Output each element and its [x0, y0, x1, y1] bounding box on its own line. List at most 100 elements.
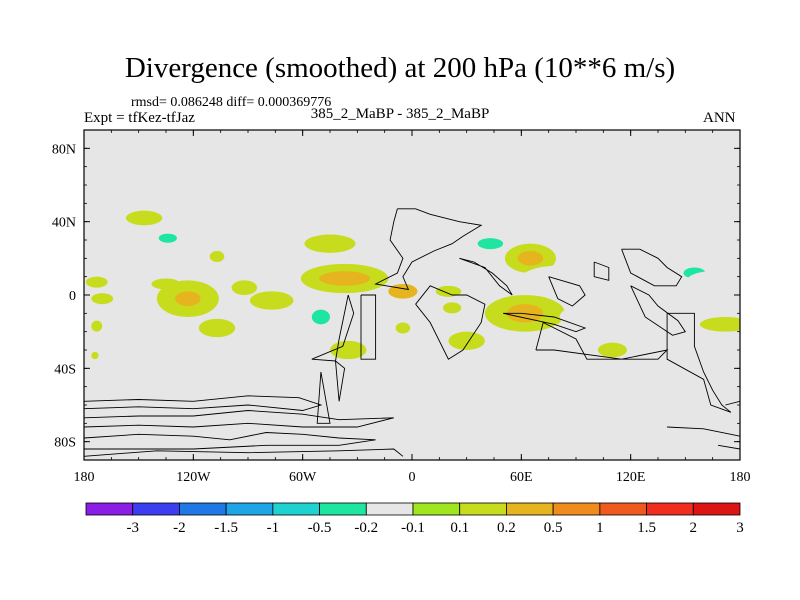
colorbar-swatch	[132, 502, 180, 516]
divergence-region	[249, 291, 294, 310]
x-tick-label: 120E	[616, 470, 646, 485]
colorbar-label: -1.5	[214, 520, 238, 536]
coastline	[667, 426, 740, 437]
divergence-region	[559, 302, 640, 332]
coastline	[335, 360, 346, 402]
coastline	[718, 444, 740, 450]
divergence-region	[517, 265, 598, 299]
divergence-region	[699, 317, 740, 332]
divergence-region	[435, 285, 462, 297]
contour-fill-layer	[85, 210, 740, 367]
colorbar-label: 1	[596, 520, 604, 536]
x-tick-label: 180	[730, 470, 751, 485]
colorbar-swatch	[692, 502, 741, 516]
colorbar-swatch	[319, 502, 367, 516]
divergence-region	[477, 238, 504, 250]
divergence-region	[226, 337, 270, 367]
stats-label: rmsd= 0.086248 diff= 0.000369776	[131, 95, 332, 110]
divergence-region	[395, 322, 411, 334]
coastline	[84, 448, 404, 457]
y-tick-label: 80N	[52, 142, 76, 157]
season-label: ANN	[703, 110, 736, 126]
colorbar-label: 1.5	[637, 520, 656, 536]
coastline	[360, 294, 377, 360]
divergence-region	[125, 210, 163, 226]
divergence-region	[198, 318, 236, 338]
divergence-region	[158, 233, 177, 243]
coastline	[630, 285, 687, 336]
divergence-region	[91, 351, 99, 360]
x-tick-label: 120W	[176, 470, 211, 485]
colorbar-label: -3	[126, 520, 139, 536]
divergence-region	[448, 331, 485, 351]
colorbar-label: -0.5	[308, 520, 332, 536]
case-label: 385_2_MaBP - 385_2_MaBP	[310, 106, 490, 122]
coastline-layer	[84, 208, 740, 457]
coastline	[415, 285, 486, 360]
coastline	[311, 294, 355, 362]
experiment-label: Expt = tfKez-tfJaz	[84, 110, 195, 126]
colorbar-swatch	[599, 502, 647, 516]
coastline	[535, 321, 669, 360]
colorbar-swatch	[272, 502, 320, 516]
coastline	[666, 312, 732, 413]
coastline	[503, 312, 587, 333]
chart-title: Divergence (smoothed) at 200 hPa (10**6 …	[124, 52, 676, 84]
colorbar-label: 3	[736, 520, 744, 536]
coastline	[84, 410, 394, 428]
y-tick-label: 40N	[52, 216, 76, 231]
colorbar-swatch	[365, 502, 414, 516]
colorbar-label: 0.2	[497, 520, 516, 536]
colorbar-swatch	[225, 502, 274, 516]
y-tick-label: 40S	[54, 362, 76, 377]
colorbar-label: -1	[267, 520, 280, 536]
divergence-region	[91, 320, 103, 332]
x-tick-label: 0	[409, 470, 416, 485]
coastline	[548, 276, 586, 307]
divergence-region	[330, 340, 367, 360]
colorbar-label: 0.1	[450, 520, 469, 536]
colorbar-swatch	[179, 502, 227, 516]
divergence-region	[311, 309, 330, 325]
divergence-region	[517, 251, 544, 266]
divergence-region	[304, 234, 356, 253]
divergence-region	[209, 251, 225, 262]
divergence-region	[231, 280, 258, 295]
x-tick-label: 180	[74, 470, 95, 485]
divergence-region	[687, 271, 739, 290]
axis-ticks: 180 120W 60W 0 60E 120E 180 80N 40N 0 40S 80S	[52, 129, 751, 485]
divergence-region	[175, 291, 201, 306]
y-tick-label: 80S	[54, 436, 76, 451]
colorbar-swatch	[552, 502, 601, 516]
divergence-region	[319, 271, 371, 286]
divergence-region	[647, 238, 706, 272]
coastline	[593, 261, 610, 281]
colorbar: -3 -2 -1.5 -1 -0.5 -0.2 -0.1 0.1 0.2 0.5 1 1.5 2 3	[85, 502, 744, 536]
coastline	[725, 400, 740, 406]
divergence-region	[442, 302, 462, 314]
divergence-region	[554, 340, 598, 360]
divergence-region	[91, 293, 114, 305]
coastline	[316, 371, 331, 424]
coastline	[459, 257, 513, 296]
coastline	[374, 208, 483, 291]
colorbar-swatch	[459, 502, 507, 516]
colorbar-label: 0.5	[544, 520, 563, 536]
colorbar-swatch	[506, 502, 554, 516]
colorbar-swatch	[85, 502, 134, 516]
coastline	[84, 432, 376, 450]
y-tick-label: 0	[69, 289, 76, 304]
colorbar-label: -0.2	[354, 520, 378, 536]
colorbar-label: -2	[173, 520, 186, 536]
divergence-region	[597, 342, 628, 358]
colorbar-label: -0.1	[401, 520, 425, 536]
divergence-region	[269, 229, 314, 251]
x-tick-label: 60W	[289, 470, 317, 485]
colorbar-swatch	[412, 502, 461, 516]
divergence-region	[412, 304, 431, 316]
divergence-region	[388, 284, 418, 299]
coastline	[621, 248, 683, 287]
colorbar-swatch	[646, 502, 694, 516]
divergence-region	[583, 260, 679, 294]
coastline	[84, 395, 323, 411]
